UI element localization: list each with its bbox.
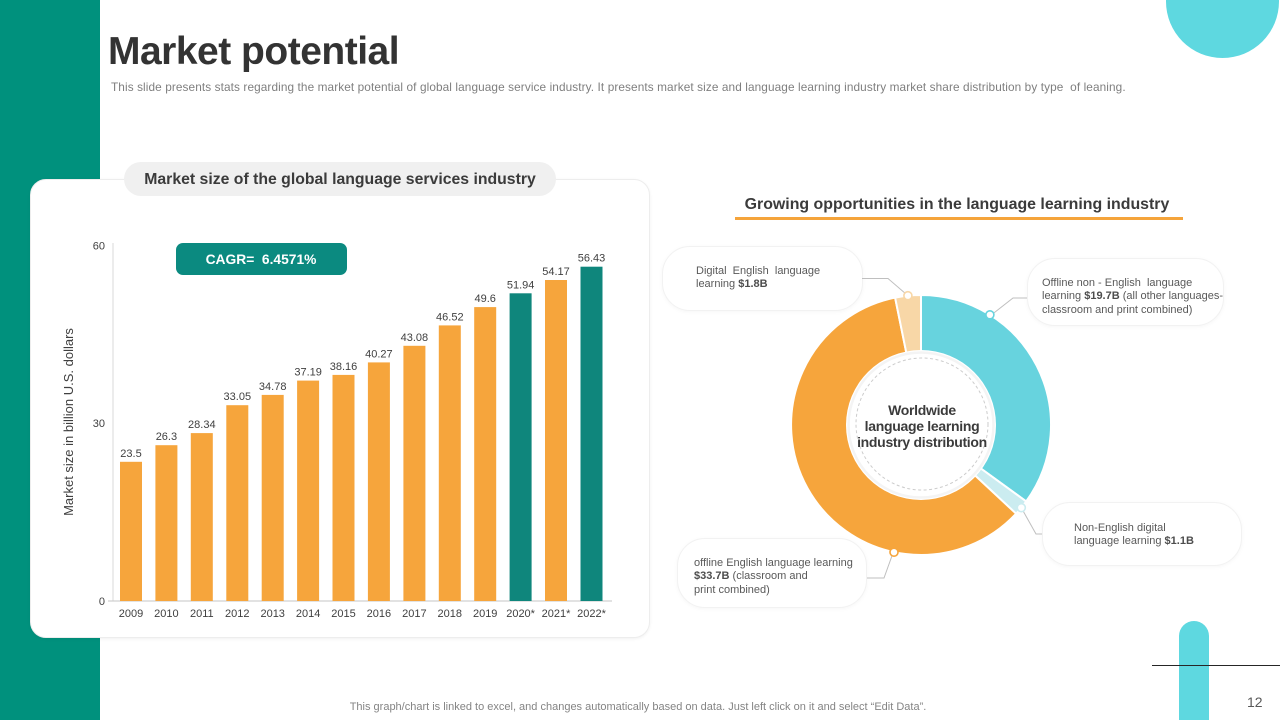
svg-text:2014: 2014 bbox=[296, 608, 320, 620]
svg-text:2022*: 2022* bbox=[577, 608, 606, 620]
svg-text:2013: 2013 bbox=[260, 608, 284, 620]
svg-text:industry distribution: industry distribution bbox=[857, 434, 987, 450]
svg-text:2017: 2017 bbox=[402, 608, 426, 620]
svg-text:2020*: 2020* bbox=[506, 608, 535, 620]
svg-text:49.6: 49.6 bbox=[474, 293, 495, 305]
svg-text:2010: 2010 bbox=[154, 608, 178, 620]
svg-text:Market size in billion U.S. do: Market size in billion U.S. dollars bbox=[61, 328, 76, 516]
svg-text:0: 0 bbox=[99, 596, 105, 608]
svg-text:46.52: 46.52 bbox=[436, 311, 464, 323]
svg-text:2021*: 2021* bbox=[542, 608, 571, 620]
svg-text:2015: 2015 bbox=[331, 608, 355, 620]
svg-text:2011: 2011 bbox=[190, 608, 214, 620]
svg-text:40.27: 40.27 bbox=[365, 348, 393, 360]
svg-text:28.34: 28.34 bbox=[188, 419, 216, 431]
svg-text:33.05: 33.05 bbox=[224, 391, 252, 403]
svg-text:2012: 2012 bbox=[225, 608, 249, 620]
svg-text:26.3: 26.3 bbox=[156, 431, 177, 443]
svg-text:43.08: 43.08 bbox=[401, 332, 429, 344]
svg-text:51.94: 51.94 bbox=[507, 279, 535, 291]
svg-text:language learning: language learning bbox=[865, 418, 980, 434]
svg-text:CAGR= 6.4571%: CAGR= 6.4571% bbox=[206, 252, 317, 267]
svg-text:23.5: 23.5 bbox=[120, 448, 141, 460]
svg-text:30: 30 bbox=[93, 418, 105, 430]
svg-text:Worldwide: Worldwide bbox=[888, 402, 956, 418]
svg-text:2019: 2019 bbox=[473, 608, 497, 620]
svg-text:37.19: 37.19 bbox=[294, 367, 322, 379]
svg-text:54.17: 54.17 bbox=[542, 266, 570, 278]
svg-text:2018: 2018 bbox=[438, 608, 462, 620]
svg-text:2009: 2009 bbox=[119, 608, 143, 620]
svg-text:2016: 2016 bbox=[367, 608, 391, 620]
svg-text:60: 60 bbox=[93, 241, 105, 253]
svg-text:56.43: 56.43 bbox=[578, 253, 606, 265]
svg-text:38.16: 38.16 bbox=[330, 361, 358, 373]
svg-text:34.78: 34.78 bbox=[259, 381, 287, 393]
